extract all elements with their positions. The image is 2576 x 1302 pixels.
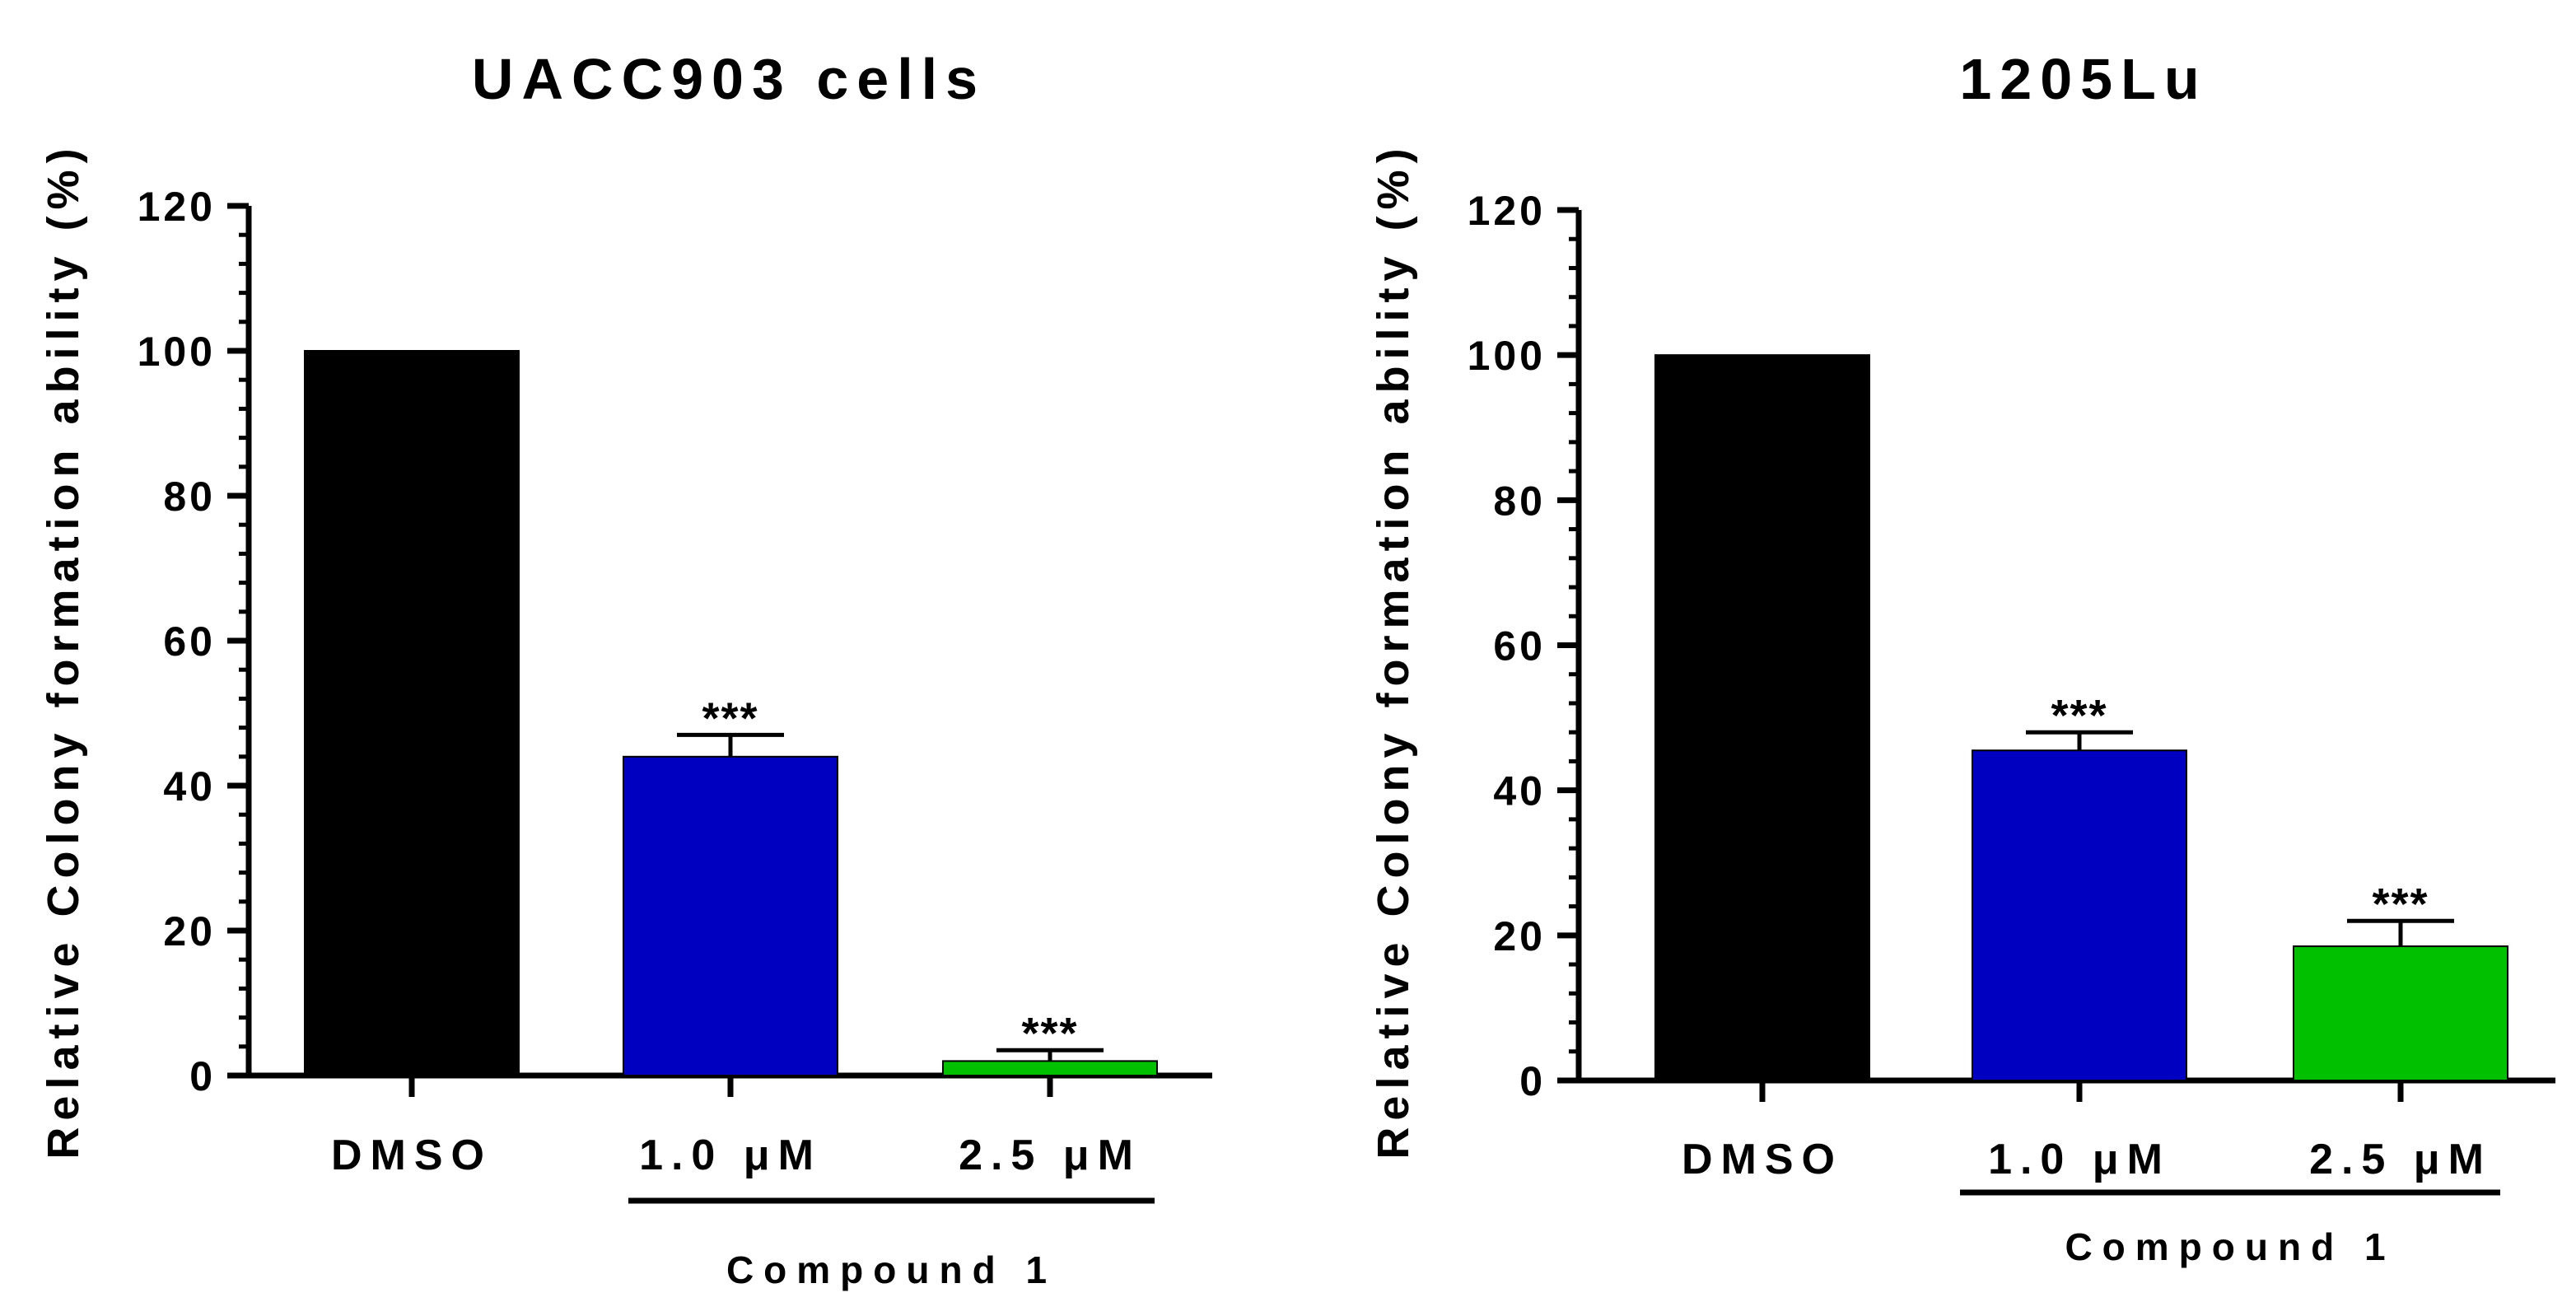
significance-label: *** bbox=[2372, 880, 2429, 929]
significance-label: *** bbox=[2051, 691, 2107, 740]
y-tick-label: 60 bbox=[163, 618, 216, 665]
x-tick-label: 2.5 μM bbox=[959, 1132, 1141, 1179]
x-tick-label: 1.0 μM bbox=[639, 1132, 822, 1179]
y-tick-label: 40 bbox=[1493, 768, 1546, 814]
y-tick-label: 0 bbox=[1519, 1058, 1546, 1104]
y-tick-label: 0 bbox=[189, 1053, 216, 1099]
group-label: Compound 1 bbox=[726, 1248, 1057, 1291]
group-label: Compound 1 bbox=[2065, 1225, 2395, 1268]
y-tick-label: 60 bbox=[1493, 623, 1546, 670]
y-tick-label: 100 bbox=[1468, 333, 1546, 379]
chart-1205lu: 1205Lu Relative Colony formation ability … bbox=[1369, 47, 2555, 1268]
chart-title: UACC903 cells bbox=[472, 47, 986, 111]
y-tick-label: 20 bbox=[1493, 913, 1546, 959]
bar-1-0um bbox=[623, 755, 838, 1076]
x-tick-label: DMSO bbox=[331, 1132, 492, 1179]
x-tick-label: DMSO bbox=[1682, 1136, 1843, 1183]
y-axis-label: Relative Colony formation ability (%) bbox=[39, 142, 88, 1159]
chart-uacc903: UACC903 cells Relative Colony formation a… bbox=[39, 47, 1212, 1291]
bar-2-5um bbox=[942, 1060, 1158, 1077]
y-axis-label: Relative Colony formation ability (%) bbox=[1369, 142, 1418, 1159]
bar-dmso bbox=[1654, 354, 1870, 1081]
significance-label: *** bbox=[702, 693, 758, 743]
bar-1-0um bbox=[1972, 749, 2187, 1081]
bar-2-5um bbox=[2293, 945, 2508, 1081]
y-tick-label: 80 bbox=[163, 474, 216, 520]
bar-dmso bbox=[304, 350, 520, 1076]
y-tick-label: 80 bbox=[1493, 478, 1546, 524]
y-tick-label: 120 bbox=[138, 184, 216, 230]
y-tick-label: 120 bbox=[1468, 188, 1546, 234]
y-tick-label: 20 bbox=[163, 908, 216, 954]
significance-label: *** bbox=[1021, 1009, 1078, 1058]
chart-title: 1205Lu bbox=[1959, 47, 2207, 111]
y-tick-label: 40 bbox=[163, 763, 216, 810]
x-tick-label: 2.5 μM bbox=[2309, 1136, 2492, 1183]
x-tick-label: 1.0 μM bbox=[1988, 1136, 2171, 1183]
y-tick-label: 100 bbox=[138, 329, 216, 375]
